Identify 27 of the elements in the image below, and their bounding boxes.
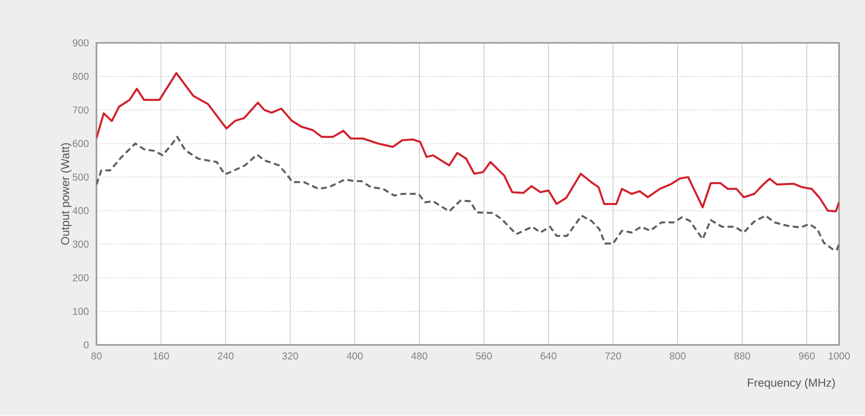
x-tick-label: 640 xyxy=(540,352,556,360)
x-tick-label: 720 xyxy=(605,352,621,360)
line-series xyxy=(96,136,840,252)
x-tick-label: 240 xyxy=(218,352,234,360)
y-tick-label: 200 xyxy=(72,274,89,282)
x-tick-label: 400 xyxy=(346,352,363,360)
x-tick-label: 160 xyxy=(153,352,169,360)
y-tick-label: 0 xyxy=(84,342,89,349)
y-tick-label: 500 xyxy=(72,174,89,181)
y-tick-label: 700 xyxy=(72,106,89,114)
y-tick-label: 400 xyxy=(72,207,89,214)
x-tick-label: 320 xyxy=(282,352,298,360)
y-tick-label: 900 xyxy=(72,40,89,47)
y-tick-label: 300 xyxy=(72,240,89,248)
x-tick-label: 480 xyxy=(411,352,428,360)
x-tick-label: 80 xyxy=(91,352,102,360)
x-tick-label: 880 xyxy=(734,352,750,360)
y-tick-label: 100 xyxy=(73,308,89,316)
y-tick-label: 600 xyxy=(72,140,89,148)
y-tick-label: 800 xyxy=(72,73,89,80)
x-tick-label: 560 xyxy=(476,352,492,360)
x-tick-label: 800 xyxy=(670,352,686,360)
x-tick-label: 960 xyxy=(798,352,815,360)
y-axis-title: Output power (Watt) xyxy=(60,143,72,245)
x-axis-title: Frequency (MHz) xyxy=(748,378,835,390)
line-series xyxy=(96,72,840,212)
x-tick-label: 1000 xyxy=(828,352,850,360)
